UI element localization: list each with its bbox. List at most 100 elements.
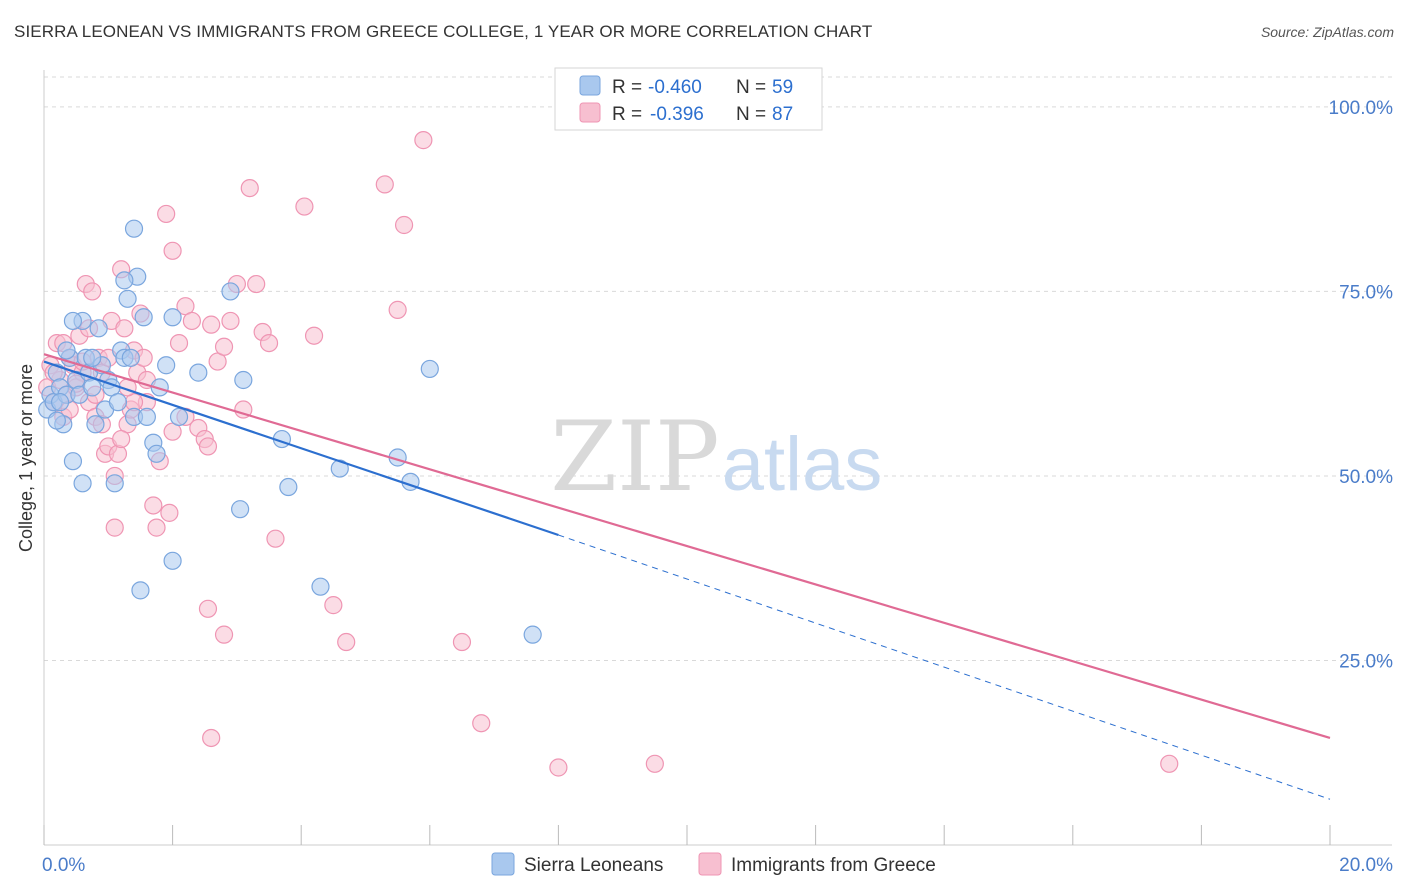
point-greece-immigrant <box>259 333 279 353</box>
legend-label-sierra-leoneans[interactable]: Sierra Leoneans <box>524 855 663 876</box>
legend-swatch-sierra-leoneans[interactable] <box>491 852 515 876</box>
point-greece-immigrant <box>240 178 259 198</box>
point-greece-immigrant <box>375 175 394 194</box>
point-greece-immigrant <box>169 333 189 353</box>
point-greece-immigrant <box>112 429 131 449</box>
point-greece-immigrant <box>388 300 407 319</box>
stats-swatch-pink <box>579 102 601 123</box>
point-greece-immigrant <box>247 274 266 294</box>
point-sierra-leonean <box>279 477 298 497</box>
point-sierra-leonean <box>231 500 250 519</box>
chart-title: SIERRA LEONEAN VS IMMIGRANTS FROM GREECE… <box>14 22 873 41</box>
labels-layer: 25.0% 50.0% 75.0% 100.0% 0.0% 20.0% <box>42 98 1393 876</box>
stats-n-value-1: 59 <box>772 77 793 98</box>
point-greece-immigrant <box>157 204 176 224</box>
watermark: ZIP atlas <box>550 401 882 513</box>
stats-r-value-1: -0.460 <box>648 77 702 98</box>
point-sierra-leonean <box>47 411 66 430</box>
axes-layer <box>43 70 1392 846</box>
point-sierra-leonean <box>63 311 83 331</box>
point-greece-immigrant <box>198 599 218 618</box>
point-greece-immigrant <box>337 632 356 652</box>
point-sierra-leonean <box>131 581 150 600</box>
point-sierra-leonean <box>157 356 176 375</box>
y-tick-label: 75.0% <box>1339 282 1393 303</box>
stats-n-label-1: N = <box>736 77 766 98</box>
point-greece-immigrant <box>214 625 234 644</box>
stats-n-value-2: 87 <box>772 104 793 125</box>
point-sierra-leonean <box>189 363 208 382</box>
watermark-atlas: atlas <box>722 422 883 507</box>
point-greece-immigrant <box>182 311 201 331</box>
trend-line-immigrants-from-greece <box>43 353 1331 740</box>
point-greece-immigrant <box>1160 754 1179 773</box>
point-sierra-leonean <box>420 359 439 379</box>
point-greece-immigrant <box>83 282 102 301</box>
point-greece-immigrant <box>266 529 285 548</box>
point-greece-immigrant <box>202 728 221 748</box>
point-sierra-leonean <box>83 348 102 367</box>
point-sierra-leonean <box>147 444 166 463</box>
point-sierra-leonean <box>57 341 76 360</box>
point-sierra-leonean <box>63 452 83 471</box>
trend-line-sierra-leoneans <box>43 360 559 537</box>
point-sierra-leonean <box>89 319 108 338</box>
stats-r-label-2: R = <box>612 104 642 125</box>
point-greece-immigrant <box>214 337 234 356</box>
watermark-zip: ZIP <box>550 401 719 513</box>
point-greece-immigrant <box>221 311 240 331</box>
point-greece-immigrant <box>324 596 343 615</box>
point-sierra-leonean <box>73 474 92 493</box>
point-greece-immigrant <box>304 326 324 345</box>
point-greece-immigrant <box>108 444 128 463</box>
point-sierra-leonean <box>108 393 128 412</box>
point-sierra-leonean <box>523 625 542 644</box>
point-greece-immigrant <box>144 496 163 515</box>
point-sierra-leonean <box>163 308 182 327</box>
point-greece-immigrant <box>115 319 134 338</box>
y-axis-label: College, 1 year or more <box>16 364 36 552</box>
stats-legend: R = -0.460 N = 59 R = -0.396 N = 87 <box>554 67 823 131</box>
point-greece-immigrant <box>160 503 179 522</box>
point-greece-immigrant <box>202 315 221 334</box>
bottom-legend: Sierra Leoneans Immigrants from Greece <box>491 852 936 876</box>
point-sierra-leonean <box>234 370 253 390</box>
point-greece-immigrant <box>549 758 568 777</box>
legend-label-immigrants-from-greece[interactable]: Immigrants from Greece <box>731 855 936 876</box>
point-sierra-leonean <box>163 551 182 570</box>
point-greece-immigrant <box>414 131 433 150</box>
point-sierra-leonean <box>124 219 144 238</box>
point-greece-immigrant <box>234 400 253 419</box>
points-layer <box>38 131 1179 777</box>
point-sierra-leonean <box>115 271 134 290</box>
point-sierra-leonean <box>105 474 124 493</box>
point-greece-immigrant <box>198 437 218 456</box>
point-greece-immigrant <box>394 215 414 235</box>
chart-source: Source: ZipAtlas.com <box>1260 24 1394 40</box>
point-greece-immigrant <box>645 754 664 773</box>
point-sierra-leonean <box>134 308 153 327</box>
trend-layer <box>43 353 1331 800</box>
y-tick-label: 100.0% <box>1329 98 1394 119</box>
stats-r-label-1: R = <box>612 77 642 98</box>
stats-swatch-blue <box>579 75 601 96</box>
point-greece-immigrant <box>163 241 182 260</box>
y-tick-label: 50.0% <box>1339 467 1393 488</box>
point-greece-immigrant <box>295 197 314 216</box>
point-greece-immigrant <box>472 714 491 733</box>
point-greece-immigrant <box>147 518 166 537</box>
point-sierra-leonean <box>83 378 102 397</box>
point-greece-immigrant <box>105 518 124 537</box>
point-sierra-leonean <box>169 407 189 427</box>
point-sierra-leonean <box>330 459 349 478</box>
legend-swatch-immigrants-from-greece[interactable] <box>698 852 722 876</box>
point-sierra-leonean <box>137 407 156 427</box>
y-tick-label: 25.0% <box>1339 651 1393 672</box>
trend-line-sierra-leoneans-projection <box>558 534 1331 800</box>
x-tick-label: 0.0% <box>42 855 85 876</box>
point-sierra-leonean <box>150 378 169 397</box>
point-sierra-leonean <box>121 348 140 367</box>
point-sierra-leonean <box>50 393 70 412</box>
